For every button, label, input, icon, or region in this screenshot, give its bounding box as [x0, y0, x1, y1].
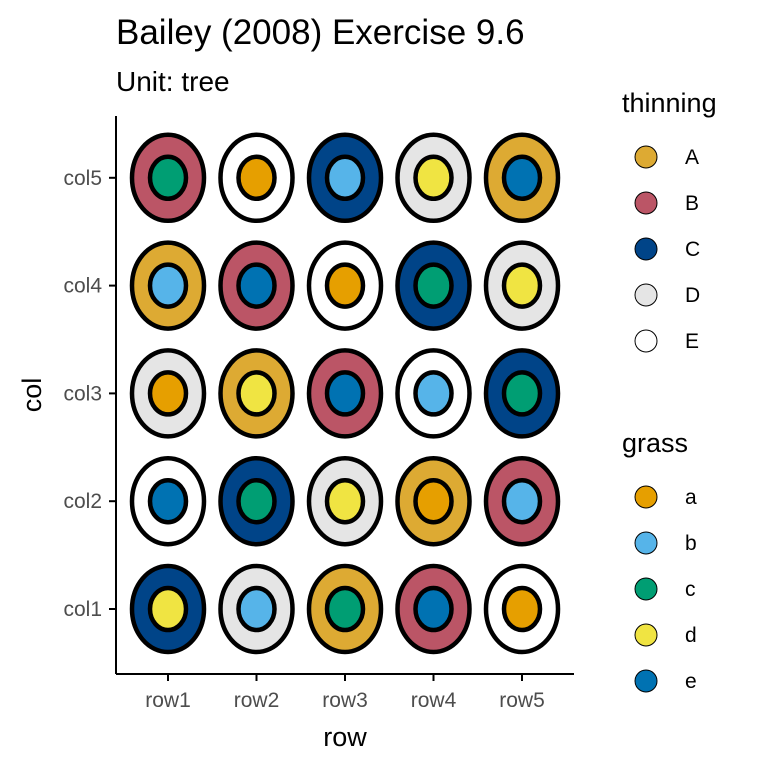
grass-marker — [147, 585, 189, 633]
data-point-row1-col4 — [129, 240, 207, 331]
grass-marker — [413, 262, 454, 309]
grass-marker — [413, 370, 454, 417]
chart-subtitle: Unit: tree — [116, 66, 230, 97]
legend-label: A — [685, 146, 699, 169]
x-axis-title: row — [323, 722, 367, 752]
legend-key — [634, 577, 658, 601]
grass-marker — [501, 262, 543, 309]
data-point-row4-col1 — [395, 563, 472, 655]
legend-key — [634, 191, 658, 215]
y-tick-label: col1 — [63, 598, 102, 621]
x-tick-label: row1 — [145, 689, 191, 712]
grass-marker — [324, 370, 366, 417]
data-point-row4-col2 — [395, 455, 472, 547]
data-point-row5-col5 — [483, 132, 561, 224]
data-point-row1-col1 — [129, 563, 207, 655]
legend-label: E — [685, 330, 699, 353]
data-point-row1-col5 — [129, 132, 207, 224]
data-point-row5-col4 — [483, 240, 561, 331]
data-point-row3-col4 — [306, 240, 384, 331]
x-tick-label: row2 — [234, 689, 280, 712]
data-point-row2-col5 — [218, 132, 295, 224]
data-point-row4-col3 — [395, 348, 472, 439]
x-tick-label: row5 — [499, 689, 545, 712]
data-point-row1-col3 — [129, 348, 207, 439]
grass-marker — [147, 154, 189, 202]
grass-marker — [324, 262, 366, 309]
y-tick-label: col2 — [63, 490, 102, 513]
legend-key — [634, 329, 658, 353]
grass-marker — [236, 370, 277, 417]
data-point-row5-col1 — [483, 563, 561, 655]
legend-key — [634, 283, 658, 307]
grass-marker — [236, 477, 277, 525]
legend-label: d — [685, 624, 697, 647]
y-axis-title: col — [17, 378, 47, 413]
data-point-row4-col5 — [395, 132, 472, 224]
grass-marker — [413, 477, 454, 525]
data-point-row3-col5 — [306, 132, 384, 224]
data-point-row2-col1 — [218, 563, 295, 655]
y-tick-label: col4 — [63, 275, 102, 298]
plot-panel — [129, 132, 561, 655]
grass-marker — [236, 585, 277, 633]
legend-label: a — [685, 486, 697, 509]
grass-marker — [147, 370, 189, 417]
legend-key — [634, 145, 658, 169]
y-tick-label: col5 — [63, 167, 102, 190]
legend-label: D — [685, 284, 700, 307]
y-tick-label: col3 — [63, 382, 102, 405]
grass-marker — [501, 370, 543, 417]
grass-marker — [324, 154, 366, 202]
legend-key — [634, 623, 658, 647]
data-point-row3-col1 — [306, 563, 384, 655]
data-point-row5-col3 — [483, 348, 561, 439]
data-point-row2-col2 — [218, 455, 295, 547]
legend-label: C — [685, 238, 700, 261]
grass-marker — [501, 585, 543, 633]
grass-marker — [501, 154, 543, 202]
data-point-row3-col2 — [306, 455, 384, 547]
data-point-row2-col3 — [218, 348, 295, 439]
grass-marker — [236, 262, 277, 309]
x-axis-ticks: row1 row2 row3 row4 row5 — [145, 674, 545, 712]
grass-marker — [413, 154, 454, 202]
data-point-row4-col4 — [395, 240, 472, 331]
y-axis-ticks: col1 col2 col3 col4 col5 — [63, 167, 116, 621]
grass-marker — [147, 262, 189, 309]
x-tick-label: row3 — [322, 689, 368, 712]
legend-key — [634, 237, 658, 261]
legend-title: thinning — [622, 88, 717, 118]
legend-key — [634, 531, 658, 555]
data-point-row2-col4 — [218, 240, 295, 331]
legend-label: b — [685, 532, 697, 555]
chart-title: Bailey (2008) Exercise 9.6 — [116, 13, 525, 52]
legend-label: e — [685, 670, 697, 693]
legend-key — [634, 669, 658, 693]
data-point-row5-col2 — [483, 455, 561, 547]
legend-label: B — [685, 192, 699, 215]
grass-marker — [324, 585, 366, 633]
legend-label: c — [685, 578, 696, 601]
grass-marker — [236, 154, 277, 202]
x-tick-label: row4 — [411, 689, 457, 712]
grass-marker — [413, 585, 454, 633]
data-point-row1-col2 — [129, 455, 207, 547]
grass-marker — [501, 477, 543, 525]
grass-marker — [147, 477, 189, 525]
data-point-row3-col3 — [306, 348, 384, 439]
legend-key — [634, 485, 658, 509]
legend-title: grass — [622, 428, 688, 458]
grass-marker — [324, 477, 366, 525]
